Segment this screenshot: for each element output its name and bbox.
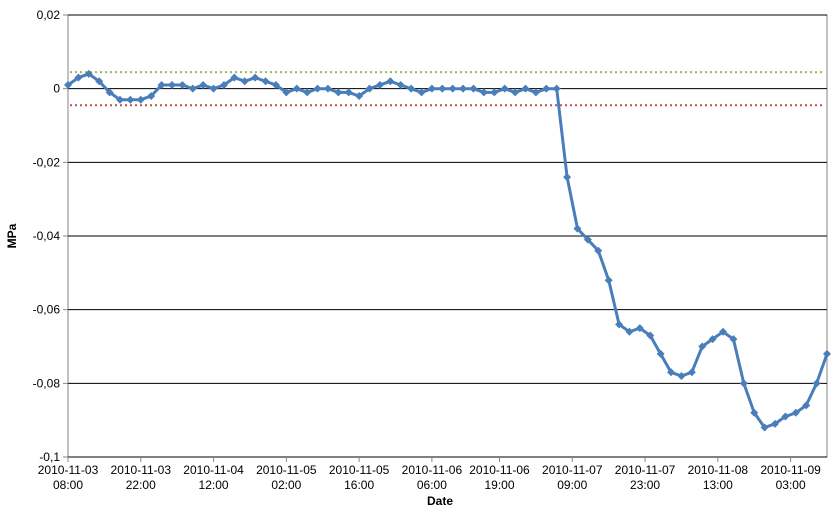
- data-marker: [292, 84, 301, 93]
- x-tick-label: 2010-11-09 03:00: [760, 463, 821, 492]
- data-marker: [199, 80, 208, 89]
- x-tick-label: 2010-11-03 22:00: [111, 463, 172, 492]
- data-marker: [687, 368, 696, 377]
- data-marker: [781, 412, 790, 421]
- data-marker: [479, 88, 488, 97]
- data-marker: [552, 84, 561, 93]
- data-marker: [427, 84, 436, 93]
- y-tick-label: -0,02: [33, 155, 61, 169]
- x-tick-label: 2010-11-06 19:00: [469, 463, 530, 492]
- data-marker: [396, 80, 405, 89]
- data-marker: [750, 408, 759, 417]
- data-marker: [531, 88, 540, 97]
- data-marker: [271, 80, 280, 89]
- data-marker: [739, 379, 748, 388]
- data-marker: [84, 69, 93, 78]
- data-marker: [167, 80, 176, 89]
- x-tick-label: 2010-11-06 06:00: [402, 463, 463, 492]
- data-marker: [95, 77, 104, 86]
- x-tick-label: 2010-11-07 23:00: [615, 463, 676, 492]
- data-marker: [615, 320, 624, 329]
- data-marker: [344, 88, 353, 97]
- data-marker: [219, 80, 228, 89]
- data-marker: [251, 73, 260, 82]
- data-marker: [729, 335, 738, 344]
- data-marker: [594, 246, 603, 255]
- data-marker: [511, 88, 520, 97]
- y-axis-label: MPa: [5, 223, 19, 248]
- data-marker: [459, 84, 468, 93]
- data-marker: [708, 335, 717, 344]
- data-marker: [719, 327, 728, 336]
- data-marker: [490, 88, 499, 97]
- data-marker: [303, 88, 312, 97]
- data-marker: [563, 173, 572, 182]
- x-tick-label: 2010-11-05 16:00: [329, 463, 390, 492]
- y-tick-label: -0,1: [39, 450, 60, 464]
- data-marker: [64, 80, 72, 89]
- data-marker: [240, 77, 249, 86]
- y-tick-label: -0,08: [33, 376, 61, 390]
- data-marker: [136, 95, 145, 104]
- data-marker: [646, 331, 655, 340]
- data-marker: [261, 77, 270, 86]
- data-marker: [178, 80, 187, 89]
- data-marker: [698, 342, 707, 351]
- data-marker: [635, 324, 644, 333]
- data-marker: [438, 84, 447, 93]
- x-tick-label: 2010-11-04 12:00: [183, 463, 244, 492]
- data-marker: [542, 84, 551, 93]
- y-tick-label: 0: [53, 82, 60, 96]
- y-tick-label: 0,02: [37, 8, 61, 22]
- data-marker: [126, 95, 135, 104]
- data-marker: [105, 88, 114, 97]
- data-marker: [469, 84, 478, 93]
- data-marker: [209, 84, 218, 93]
- data-marker: [313, 84, 322, 93]
- data-marker: [323, 84, 332, 93]
- y-tick-label: -0,06: [33, 303, 61, 317]
- x-tick-label: 2010-11-08 13:00: [688, 463, 749, 492]
- data-marker: [604, 276, 613, 285]
- data-marker: [334, 88, 343, 97]
- data-marker: [417, 88, 426, 97]
- data-marker: [157, 80, 166, 89]
- data-marker: [656, 349, 665, 358]
- x-tick-label: 2010-11-07 09:00: [542, 463, 603, 492]
- data-marker: [625, 327, 634, 336]
- data-marker: [448, 84, 457, 93]
- y-tick-label: -0,04: [33, 229, 61, 243]
- data-marker: [115, 95, 124, 104]
- data-marker: [407, 84, 416, 93]
- x-tick-label: 2010-11-03 08:00: [38, 463, 99, 492]
- x-tick-label: 2010-11-05 02:00: [256, 463, 317, 492]
- x-axis-label: Date: [427, 494, 453, 508]
- data-marker: [583, 235, 592, 244]
- data-marker: [74, 73, 83, 82]
- data-marker: [282, 88, 291, 97]
- data-marker: [230, 73, 239, 82]
- data-marker: [147, 92, 156, 101]
- data-marker: [823, 349, 831, 358]
- data-marker: [386, 77, 395, 86]
- data-marker: [760, 423, 769, 432]
- data-marker: [365, 84, 374, 93]
- data-marker: [573, 224, 582, 233]
- data-marker: [375, 80, 384, 89]
- data-marker: [791, 408, 800, 417]
- data-marker: [677, 371, 686, 380]
- data-marker: [521, 84, 530, 93]
- data-marker: [188, 84, 197, 93]
- data-marker: [667, 368, 676, 377]
- data-marker: [802, 401, 811, 410]
- data-marker: [500, 84, 509, 93]
- data-marker: [771, 419, 780, 428]
- data-marker: [812, 379, 821, 388]
- data-marker: [355, 92, 364, 101]
